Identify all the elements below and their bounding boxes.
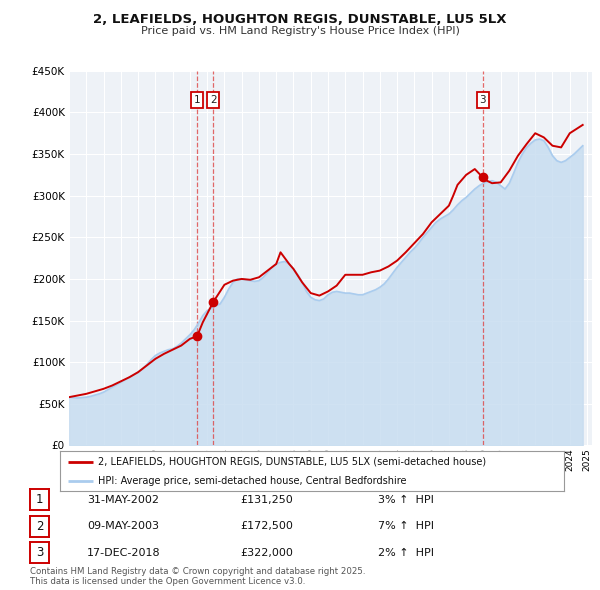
Text: Price paid vs. HM Land Registry's House Price Index (HPI): Price paid vs. HM Land Registry's House …: [140, 26, 460, 36]
Text: Contains HM Land Registry data © Crown copyright and database right 2025.
This d: Contains HM Land Registry data © Crown c…: [30, 567, 365, 586]
Text: 1: 1: [194, 95, 200, 105]
Text: 1: 1: [36, 493, 43, 506]
Text: 2, LEAFIELDS, HOUGHTON REGIS, DUNSTABLE, LU5 5LX (semi-detached house): 2, LEAFIELDS, HOUGHTON REGIS, DUNSTABLE,…: [98, 457, 486, 467]
Text: £172,500: £172,500: [240, 522, 293, 531]
Text: 09-MAY-2003: 09-MAY-2003: [87, 522, 159, 531]
Text: 2% ↑  HPI: 2% ↑ HPI: [378, 548, 434, 558]
Text: 2: 2: [36, 520, 43, 533]
Text: 3: 3: [36, 546, 43, 559]
Text: 2: 2: [210, 95, 217, 105]
Text: £131,250: £131,250: [240, 495, 293, 504]
Text: 3: 3: [479, 95, 486, 105]
Text: 31-MAY-2002: 31-MAY-2002: [87, 495, 159, 504]
Text: 7% ↑  HPI: 7% ↑ HPI: [378, 522, 434, 531]
Text: £322,000: £322,000: [240, 548, 293, 558]
Text: 2, LEAFIELDS, HOUGHTON REGIS, DUNSTABLE, LU5 5LX: 2, LEAFIELDS, HOUGHTON REGIS, DUNSTABLE,…: [93, 13, 507, 26]
Text: 3% ↑  HPI: 3% ↑ HPI: [378, 495, 434, 504]
Text: HPI: Average price, semi-detached house, Central Bedfordshire: HPI: Average price, semi-detached house,…: [98, 476, 406, 486]
Text: 17-DEC-2018: 17-DEC-2018: [87, 548, 161, 558]
